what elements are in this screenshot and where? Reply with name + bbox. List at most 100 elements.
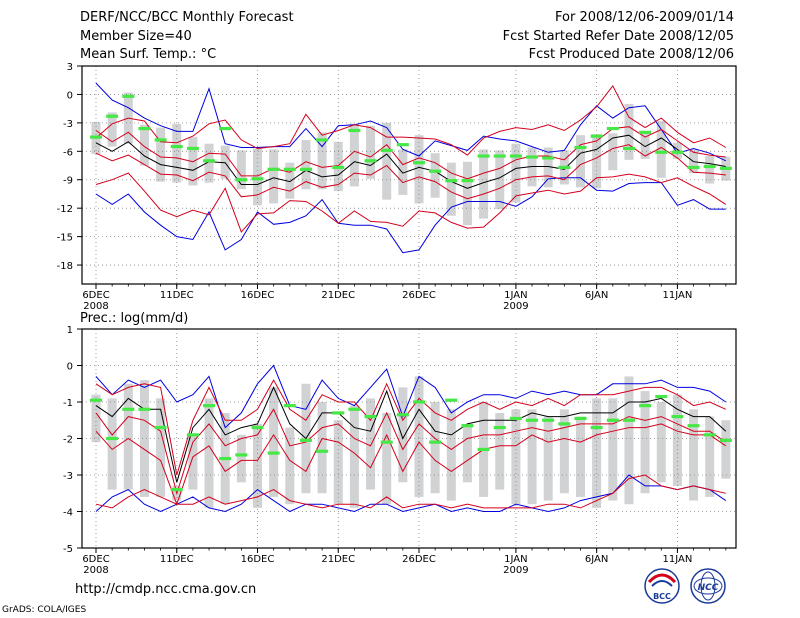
observed-marker <box>558 422 571 426</box>
observed-marker <box>687 165 700 170</box>
observed-marker <box>703 433 716 437</box>
ncc-logo-text: NCC <box>698 583 719 593</box>
observed-marker <box>477 154 490 158</box>
observed-marker <box>493 154 506 158</box>
box-bar <box>689 409 699 501</box>
observed-marker <box>332 165 345 170</box>
observed-marker <box>170 488 183 492</box>
plot-frame <box>81 328 737 549</box>
observed-marker <box>526 155 539 159</box>
box-bar <box>414 376 424 497</box>
observed-marker <box>542 418 555 422</box>
box-bar <box>188 434 198 490</box>
box-bar <box>398 387 408 483</box>
y-tick-label: -18 <box>57 261 73 272</box>
y-tick-label: 0 <box>67 90 73 101</box>
y-tick-label: -12 <box>57 204 73 215</box>
box-bar <box>511 409 521 505</box>
observed-marker <box>703 164 716 169</box>
ncc-logo: NCC <box>690 568 726 604</box>
y-tick-label: 0 <box>67 362 73 373</box>
observed-marker <box>606 418 619 422</box>
observed-marker <box>542 156 555 160</box>
observed-marker <box>251 425 264 430</box>
x-tick-label: 6DEC <box>82 290 109 301</box>
x-tick-label: 26DEC <box>402 554 436 565</box>
box-bar <box>640 391 650 494</box>
observed-marker <box>590 134 603 138</box>
box-bar <box>624 376 634 505</box>
box-bar <box>608 398 618 501</box>
y-tick-label: -3 <box>63 471 73 482</box>
box-bar <box>721 420 731 479</box>
box-bar <box>656 402 666 483</box>
box-bar <box>592 134 602 189</box>
series-line-upper <box>95 379 727 476</box>
box-bar <box>382 412 392 505</box>
observed-marker <box>122 94 135 98</box>
y-tick-label: -3 <box>63 119 73 130</box>
observed-marker <box>90 135 102 139</box>
fcst-produced-date: Fcst Produced Date 2008/12/06 <box>528 47 734 62</box>
agency-logos: BCC NCC <box>644 568 726 604</box>
x-tick-label: 6JAN <box>585 290 608 301</box>
y-tick-label: -1 <box>63 398 73 409</box>
observed-marker <box>655 394 668 399</box>
box-bar <box>139 124 149 166</box>
box-bar <box>656 120 666 178</box>
x-tick-label: 1JAN <box>504 290 527 301</box>
observed-marker <box>170 144 183 149</box>
observed-marker <box>90 398 102 402</box>
box-bar <box>640 131 650 159</box>
series-line-upper <box>95 84 727 156</box>
x-tick-label: 11JAN <box>662 290 692 301</box>
series-line-inner-upper <box>95 126 726 180</box>
box-bar <box>705 416 715 497</box>
observed-marker <box>445 179 458 183</box>
observed-marker <box>219 126 232 131</box>
y-tick-label: 1 <box>67 325 73 336</box>
observed-marker <box>429 440 442 444</box>
source-url[interactable]: http://cmdp.ncc.cma.gov.cn <box>75 582 257 597</box>
observed-marker <box>687 424 700 428</box>
observed-marker <box>396 143 409 147</box>
observed-marker <box>574 416 587 421</box>
box-bar <box>107 398 117 490</box>
observed-marker <box>138 407 151 411</box>
observed-marker <box>509 416 522 421</box>
observed-marker <box>622 418 635 422</box>
observed-marker <box>267 451 280 455</box>
variable-label: Mean Surf. Temp.: °C <box>80 47 217 62</box>
box-bar <box>366 125 376 179</box>
observed-marker <box>235 453 248 457</box>
bcc-logo: BCC <box>644 568 680 604</box>
observed-marker <box>380 440 393 444</box>
box-bar <box>430 402 440 494</box>
box-bar <box>446 409 456 501</box>
box-bar <box>317 132 327 190</box>
observed-marker <box>364 159 377 163</box>
box-bar <box>123 383 133 490</box>
observed-marker <box>122 407 135 411</box>
y-tick-label: -9 <box>63 176 73 187</box>
x-tick-label: 11DEC <box>160 554 194 565</box>
observed-marker <box>316 138 329 142</box>
series-line-mean <box>95 134 726 189</box>
y-tick-label: -2 <box>63 435 73 446</box>
observed-marker <box>203 159 216 163</box>
x-tick-label: 21DEC <box>321 290 355 301</box>
box-bar <box>705 156 715 184</box>
fcst-started-date: Fcst Started Refer Date 2008/12/05 <box>502 29 734 44</box>
series-line-max <box>95 82 727 162</box>
observed-marker <box>154 425 167 430</box>
x-tick-year: 2009 <box>503 301 528 312</box>
box-bar <box>366 398 376 490</box>
box-bar <box>333 420 343 505</box>
observed-marker <box>186 433 199 437</box>
observed-marker <box>639 404 652 408</box>
x-tick-label: 16DEC <box>241 290 275 301</box>
box-bar <box>156 398 166 497</box>
box-bar <box>236 434 246 483</box>
x-tick-label: 16DEC <box>241 554 275 565</box>
